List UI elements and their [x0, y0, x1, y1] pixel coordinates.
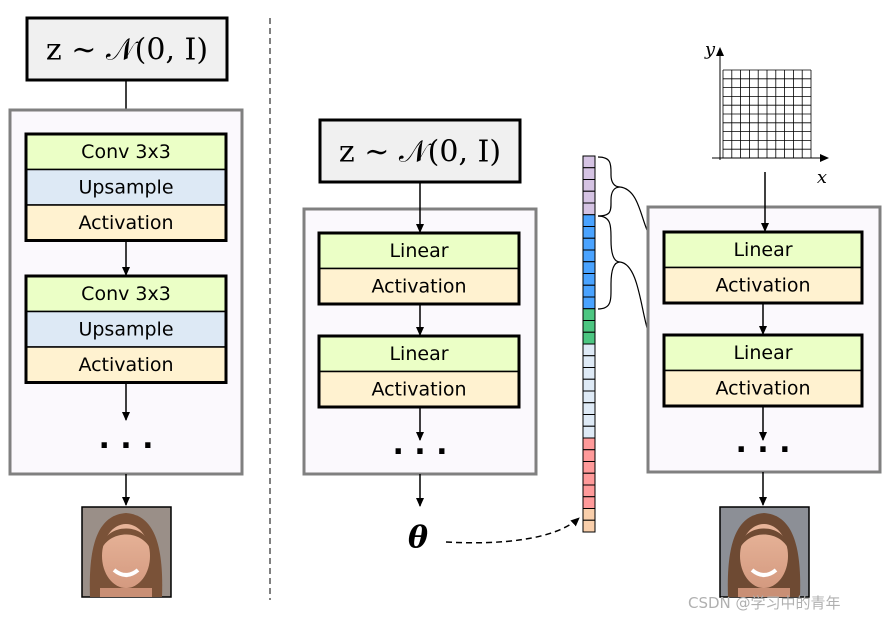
- middle-latent-box: z ∼ 𝒩(0, I): [318, 118, 522, 184]
- vector-cell: [582, 355, 596, 368]
- vector-cell: [582, 179, 596, 192]
- vector-cell: [582, 284, 596, 298]
- vector-cell: [582, 508, 596, 521]
- vector-cell: [582, 202, 596, 216]
- vector-cell: [582, 273, 596, 286]
- layer-label: Activation: [78, 212, 173, 234]
- layer-label: Upsample: [78, 318, 173, 340]
- vector-cell: [582, 308, 596, 321]
- vector-cell: [582, 425, 596, 439]
- layer-group-border: [317, 231, 521, 306]
- vector-cell: [582, 390, 596, 404]
- vector-cell: [582, 226, 596, 239]
- vector-cell: [582, 167, 596, 180]
- layer-block: [25, 346, 227, 384]
- left-latent-label: z ∼ 𝒩(0, I): [46, 33, 208, 68]
- right-face-image: [719, 506, 810, 598]
- vector-cell: [582, 519, 596, 533]
- vector-cell: [582, 484, 596, 498]
- layer-block: [25, 310, 227, 348]
- layer-label: Linear: [389, 240, 448, 262]
- layer-label: Conv 3x3: [81, 141, 171, 163]
- x-axis-label: x: [817, 167, 827, 188]
- layer-label: Activation: [371, 378, 466, 400]
- layer-label: Activation: [715, 274, 810, 296]
- vector-cell: [582, 190, 596, 204]
- vector-cell: [582, 331, 596, 345]
- vector-cell: [582, 414, 596, 427]
- layer-label: Activation: [78, 354, 173, 376]
- layer-block: [318, 232, 520, 270]
- middle-latent-label: z ∼ 𝒩(0, I): [339, 135, 501, 170]
- right-ellipsis: · · ·: [735, 433, 790, 468]
- layer-block: [663, 334, 863, 372]
- y-axis-label: y: [704, 39, 716, 60]
- dashed-arrow: [445, 517, 580, 544]
- watermark: CSDN @学习中的青年: [688, 594, 841, 612]
- left-ellipsis: · · ·: [98, 429, 153, 464]
- coordinate-grid: [722, 69, 812, 159]
- layer-group-border: [317, 334, 521, 409]
- vector-cell: [582, 249, 596, 263]
- layer-label: Upsample: [78, 176, 173, 198]
- vector-cell: [582, 437, 596, 451]
- layer-block: [318, 370, 520, 408]
- layer-block: [25, 275, 227, 313]
- vector-cell: [582, 261, 596, 274]
- layer-label: Conv 3x3: [81, 283, 171, 305]
- vector-cell: [582, 449, 596, 462]
- vector-cell: [582, 343, 596, 357]
- vector-cell: [582, 472, 596, 486]
- layer-label: Activation: [371, 275, 466, 297]
- vector-cell: [582, 402, 596, 415]
- vector-cell: [582, 320, 596, 333]
- vector-cell: [582, 237, 596, 251]
- layer-label: Activation: [715, 377, 810, 399]
- left-face-image: [81, 506, 172, 598]
- vector-cell: [582, 367, 596, 380]
- theta-label: θ: [408, 521, 428, 556]
- layer-block: [318, 267, 520, 305]
- vector-cell: [582, 296, 596, 310]
- left-latent-box: z ∼ 𝒩(0, I): [25, 16, 229, 82]
- layer-label: Linear: [733, 239, 792, 261]
- vector-cell: [582, 155, 596, 169]
- vector-cell: [582, 214, 596, 227]
- layer-block: [663, 231, 863, 269]
- layer-label: Linear: [389, 343, 448, 365]
- parameter-vector: [582, 155, 596, 533]
- vector-cell: [582, 461, 596, 474]
- middle-ellipsis: · · ·: [392, 435, 447, 470]
- vector-cell: [582, 496, 596, 509]
- vector-cell: [582, 378, 596, 392]
- layer-label: Linear: [733, 342, 792, 364]
